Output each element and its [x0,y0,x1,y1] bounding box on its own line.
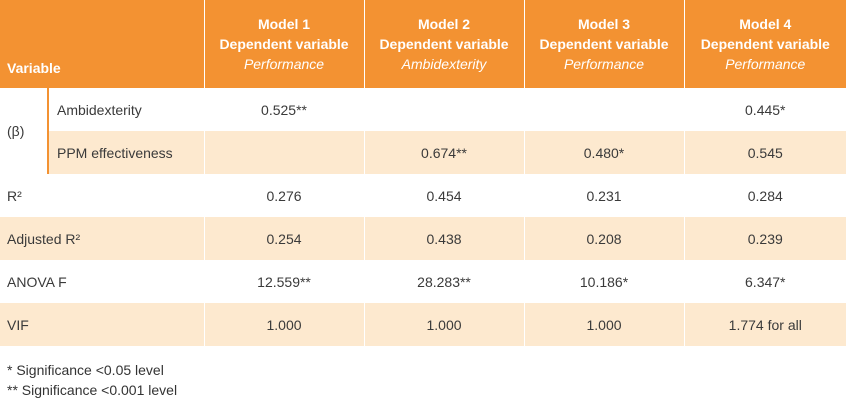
table-cell [523,88,685,131]
row-label: ANOVA F [0,260,205,303]
table-cell: 0.480* [523,131,685,174]
table-cell: 12.559** [203,260,365,303]
row-label: PPM effectiveness [46,131,205,174]
dependent-variable-label: Dependent variable [219,36,349,52]
model-title: Model 1 [257,16,311,32]
table-cell: 0.239 [683,217,846,260]
table-cell: 0.254 [203,217,365,260]
dependent-variable-label: Dependent variable [379,36,509,52]
model-3-header: Model 3 Dependent variable Performance [524,0,685,88]
table-cell: 1.774 for all [683,303,846,346]
table-cell: 1.000 [363,303,525,346]
header-row: Variable Model 1 Dependent variable Perf… [0,0,846,88]
table-cell: 0.231 [523,174,685,217]
model-title: Model 2 [417,16,471,32]
table-cell: 0.276 [203,174,365,217]
table-cell: 1.000 [523,303,685,346]
dependent-variable-name: Performance [243,56,325,72]
table-cell: 0.438 [363,217,525,260]
table-cell [363,88,525,131]
table-cell [203,131,365,174]
variable-header: Variable [0,0,205,88]
table-cell: 0.525** [203,88,365,131]
model-title: Model 3 [577,16,631,32]
model-title: Model 4 [739,16,792,32]
significance-note: * Significance <0.05 level [7,362,164,378]
table-cell: 0.545 [683,131,846,174]
significance-note: ** Significance <0.001 level [7,382,178,398]
model-4-header: Model 4 Dependent variable Performance [684,0,846,88]
table-cell: 0.674** [363,131,525,174]
table-cell: 0.454 [363,174,525,217]
table-row: ANOVA F 12.559** 28.283** 10.186* 6.347* [0,260,846,303]
model-2-header: Model 2 Dependent variable Ambidexterity [364,0,525,88]
table-cell: 0.284 [683,174,846,217]
model-1-header: Model 1 Dependent variable Performance [204,0,365,88]
row-label: Adjusted R² [0,217,205,260]
dependent-variable-label: Dependent variable [700,36,830,52]
table-cell: 28.283** [363,260,525,303]
dependent-variable-name: Ambidexterity [401,56,487,72]
table-notes: * Significance <0.05 level ** Significan… [0,360,846,400]
table-cell: 0.445* [683,88,846,131]
dependent-variable-name: Performance [725,56,806,72]
table-row: R² 0.276 0.454 0.231 0.284 [0,174,846,217]
table-row: VIF 1.000 1.000 1.000 1.774 for all [0,303,846,346]
row-label: R² [0,174,205,217]
dependent-variable-name: Performance [563,56,645,72]
table-row: PPM effectiveness 0.674** 0.480* 0.545 [0,131,846,174]
table-cell: 6.347* [683,260,846,303]
row-label: VIF [0,303,205,346]
table-row: (β) Ambidexterity 0.525** 0.445* [0,88,846,174]
table-row: Adjusted R² 0.254 0.438 0.208 0.239 [0,217,846,260]
table-cell: 0.208 [523,217,685,260]
table-cell: 1.000 [203,303,365,346]
row-label: Ambidexterity [46,88,205,131]
beta-group-label: (β) [0,88,48,174]
table-cell: 10.186* [523,260,685,303]
dependent-variable-label: Dependent variable [539,36,669,52]
results-table: Variable Model 1 Dependent variable Perf… [0,0,846,346]
